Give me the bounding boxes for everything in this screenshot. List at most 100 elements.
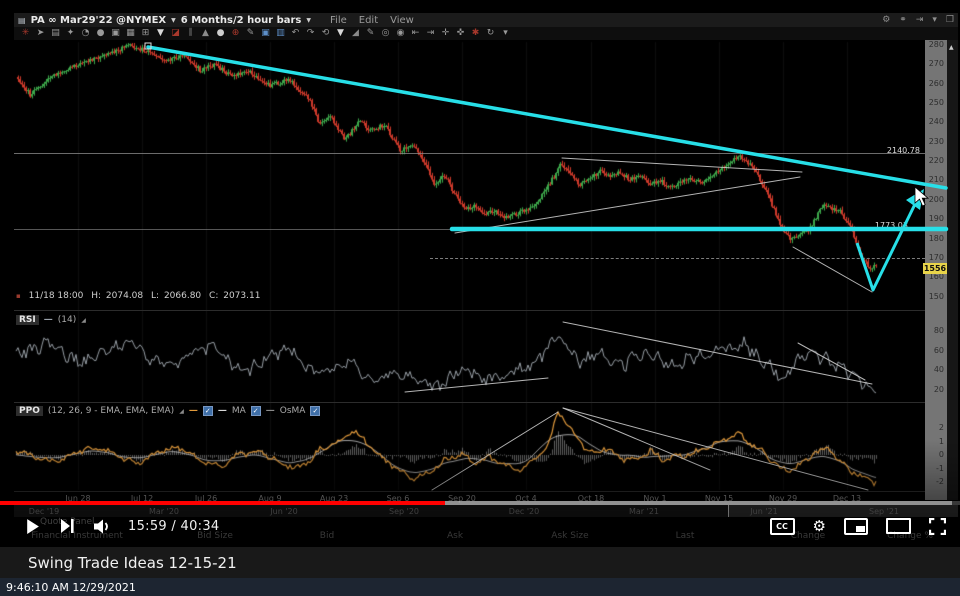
video-title: Swing Trade Ideas 12-15-21 xyxy=(28,553,237,572)
next-button[interactable] xyxy=(59,518,75,534)
price-tick: 180 xyxy=(928,233,944,243)
rsi-collapse-icon[interactable]: ◢ xyxy=(81,316,86,324)
edit-red-icon[interactable]: ◪ xyxy=(171,28,180,38)
ppo-tick: 1 xyxy=(938,436,944,446)
bars-icon[interactable]: ⫼ xyxy=(188,28,193,38)
chart-scrollbar[interactable]: ▲ xyxy=(947,40,958,500)
menu-edit[interactable]: Edit xyxy=(358,14,379,26)
ppo-checkbox[interactable]: ✓ xyxy=(202,406,213,416)
ppo-label[interactable]: PPO xyxy=(16,406,43,416)
panel-blue-2-icon[interactable]: ▥ xyxy=(276,28,285,38)
menu-view[interactable]: View xyxy=(390,14,414,26)
pencil-icon[interactable]: ✎ xyxy=(366,28,375,38)
rsi-tick: 60 xyxy=(933,345,944,355)
low-label: L: xyxy=(151,291,160,301)
notes-icon[interactable]: ▣ xyxy=(111,28,120,38)
osma-line-swatch: — xyxy=(265,406,275,416)
zoom-out-icon[interactable]: ◉ xyxy=(396,28,405,38)
menu-bar: File Edit View xyxy=(330,15,414,26)
ppo-tick: 2 xyxy=(938,423,944,432)
high-value: 2074.08 xyxy=(105,291,144,301)
ppo-collapse-icon[interactable]: ◢ xyxy=(179,407,184,415)
price-tick: 160 xyxy=(928,272,944,282)
refresh-icon[interactable]: ↻ xyxy=(486,28,495,38)
ppo-tick: 0 xyxy=(938,450,944,459)
scroll-up-icon[interactable]: ▲ xyxy=(949,44,954,51)
progress-bar[interactable] xyxy=(0,501,960,505)
caret-down-icon[interactable]: ▾ xyxy=(503,28,508,38)
undo-icon[interactable]: ↶ xyxy=(291,28,300,38)
tools-red-icon[interactable]: ✱ xyxy=(471,28,480,38)
settings-gear-icon[interactable]: ⚙ xyxy=(812,516,826,535)
ppo-tick: -1 xyxy=(936,463,944,473)
theater-button[interactable] xyxy=(886,518,911,534)
timeframe-caret-icon[interactable]: ▼ xyxy=(306,16,312,24)
price-tick: 280 xyxy=(928,40,944,49)
dock-caret-icon[interactable]: ▾ xyxy=(932,15,937,25)
price-tick: 240 xyxy=(928,117,944,127)
symbol-caret-icon[interactable]: ▼ xyxy=(171,16,176,24)
dot-icon[interactable]: ● xyxy=(216,28,225,38)
center-icon[interactable]: ✛ xyxy=(441,28,450,38)
app-star-icon[interactable]: ✳ xyxy=(21,28,30,38)
rsi-tick: 40 xyxy=(933,365,944,375)
drawing-toolbar: ✳ ➤ ▤ ✦ ◔ ● ▣ ▦ ⊞ ▼ ◪ ⫼ ▲ ● ⊕ ✎ ▣ ▥ ↶ ↷ ⟲ ▼ ◢ ✎ ◎ ◉ ⇤ ⇥ ✛ ✜ ✱ ↻ ▾ xyxy=(14,27,958,40)
expand-icon[interactable]: ✜ xyxy=(456,28,465,38)
pointer-icon[interactable]: ➤ xyxy=(36,28,45,38)
chart-canvas[interactable] xyxy=(14,40,925,500)
list-icon[interactable]: ▤ xyxy=(51,28,60,38)
zoom-in-icon[interactable]: ◎ xyxy=(381,28,390,38)
target-red-icon[interactable]: ⊕ xyxy=(231,28,240,38)
ppo-line-swatch: — xyxy=(188,406,198,416)
pen-icon[interactable]: ✎ xyxy=(246,28,255,38)
volume-button[interactable] xyxy=(93,518,112,535)
circle-icon[interactable]: ● xyxy=(96,28,105,38)
step-back-icon[interactable]: ⇤ xyxy=(411,28,420,38)
support-gridline xyxy=(14,229,454,230)
layout-dropdown-icon[interactable]: ▼ xyxy=(157,28,164,38)
fullscreen-button[interactable] xyxy=(929,517,946,535)
dock-icon[interactable]: ⇥ xyxy=(915,15,924,25)
ma-checkbox[interactable]: ✓ xyxy=(250,406,261,416)
draw-dropdown-icon[interactable]: ▼ xyxy=(337,28,344,38)
chart-timeframe[interactable]: 6 Months/2 hour bars xyxy=(180,14,302,26)
menu-file[interactable]: File xyxy=(330,14,347,26)
price-tick: 250 xyxy=(928,98,944,108)
image-icon[interactable]: ▦ xyxy=(126,28,135,38)
window-icon[interactable]: ❒ xyxy=(945,15,954,25)
document-icon: ▤ xyxy=(18,15,26,25)
grid-icon[interactable]: ⊞ xyxy=(141,28,150,38)
chart-symbol[interactable]: PA ∞ Mar29'22 @NYMEX xyxy=(30,14,167,26)
redo-icon[interactable]: ↷ xyxy=(306,28,315,38)
price-tick: 150 xyxy=(928,291,944,301)
resistance-gridline xyxy=(14,153,925,154)
price-tick: 220 xyxy=(928,156,944,166)
miniplayer-icon xyxy=(856,525,865,532)
pane-separator xyxy=(14,491,925,492)
panel-blue-icon[interactable]: ▣ xyxy=(261,28,270,38)
price-tick: 190 xyxy=(928,214,944,224)
rsi-tick: 20 xyxy=(933,384,944,394)
player-controls: 15:59 / 40:34 CC ⚙ xyxy=(0,509,960,543)
bar-date: 11/18 18:00 xyxy=(28,291,84,301)
mountain-icon[interactable]: ▲ xyxy=(202,28,209,38)
angle-icon[interactable]: ◢ xyxy=(352,28,359,38)
miniplayer-button[interactable] xyxy=(844,517,868,535)
resistance-level-label: 2140.78 xyxy=(886,146,920,155)
pane-separator xyxy=(14,310,925,311)
captions-button[interactable]: CC xyxy=(769,517,795,535)
ma-label: MA xyxy=(231,406,246,416)
dashed-price-line xyxy=(430,258,925,259)
hand-icon[interactable]: ✦ xyxy=(66,28,75,38)
osma-checkbox[interactable]: ✓ xyxy=(310,406,321,416)
pie-icon[interactable]: ◔ xyxy=(81,28,90,38)
rsi-label[interactable]: RSI xyxy=(16,315,39,325)
step-forward-icon[interactable]: ⇥ xyxy=(426,28,435,38)
back-icon[interactable]: ⟲ xyxy=(321,28,330,38)
play-button[interactable] xyxy=(24,518,41,535)
rsi-tick: 80 xyxy=(933,326,944,335)
player-right-controls: CC ⚙ xyxy=(769,516,946,535)
link-icon[interactable]: ⚭ xyxy=(899,15,907,25)
gear-icon[interactable]: ⚙ xyxy=(882,15,891,25)
